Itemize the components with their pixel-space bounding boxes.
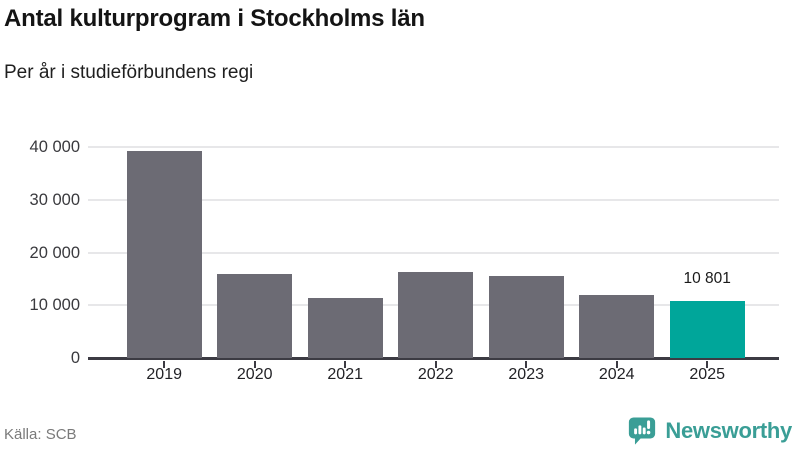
bar-2021 xyxy=(307,298,383,358)
x-axis-tick-label: 2023 xyxy=(508,366,544,383)
newsworthy-wordmark: Newsworthy xyxy=(665,418,792,443)
x-axis-tick-label: 2021 xyxy=(327,366,363,383)
x-axis-tick xyxy=(163,361,166,368)
bar-2023 xyxy=(488,276,564,358)
y-axis-tick-label: 40 000 xyxy=(29,138,80,156)
chart-subtitle: Per år i studieförbundens regi xyxy=(4,62,254,83)
y-axis-tick-label: 20 000 xyxy=(29,243,80,262)
x-axis-tick xyxy=(525,361,528,368)
x-axis-tick-label: 2025 xyxy=(689,366,725,383)
gridline-40000 xyxy=(88,146,779,148)
bar-2020 xyxy=(217,274,293,358)
x-axis-tick-label: 2024 xyxy=(598,366,635,383)
newsworthy-logo: Newsworthy xyxy=(627,413,792,449)
x-axis-tick-label: 2020 xyxy=(236,366,273,383)
gridline-20000 xyxy=(88,251,779,254)
y-axis-tick-label: 0 xyxy=(70,349,80,367)
bar-2025 xyxy=(669,301,745,358)
bar-2022 xyxy=(398,271,474,358)
y-axis-tick-label: 10 000 xyxy=(29,296,80,315)
highlight-value-label: 10 801 xyxy=(683,270,731,288)
x-axis-tick xyxy=(615,361,618,368)
y-axis-tick-label: 30 000 xyxy=(29,190,80,209)
x-axis-line xyxy=(88,357,779,360)
x-axis-tick xyxy=(344,361,347,368)
source-note: Källa: SCB xyxy=(4,426,77,443)
x-axis-tick-label: 2019 xyxy=(146,366,182,383)
bar-2019 xyxy=(126,151,202,358)
bar-2024 xyxy=(579,295,655,358)
gridline-30000 xyxy=(88,198,779,201)
x-axis-tick xyxy=(253,361,256,368)
newsworthy-speech-bubble-icon xyxy=(629,416,656,445)
chart-title: Antal kulturprogram i Stockholms län xyxy=(4,5,425,32)
x-axis-tick-label: 2022 xyxy=(417,366,454,383)
x-axis-tick xyxy=(706,361,709,368)
bar-chart-plot-area: 0 10 000 20 000 30 000 40 000 2019 2020 2021 202… xyxy=(30,138,779,383)
x-axis-tick xyxy=(434,361,437,368)
